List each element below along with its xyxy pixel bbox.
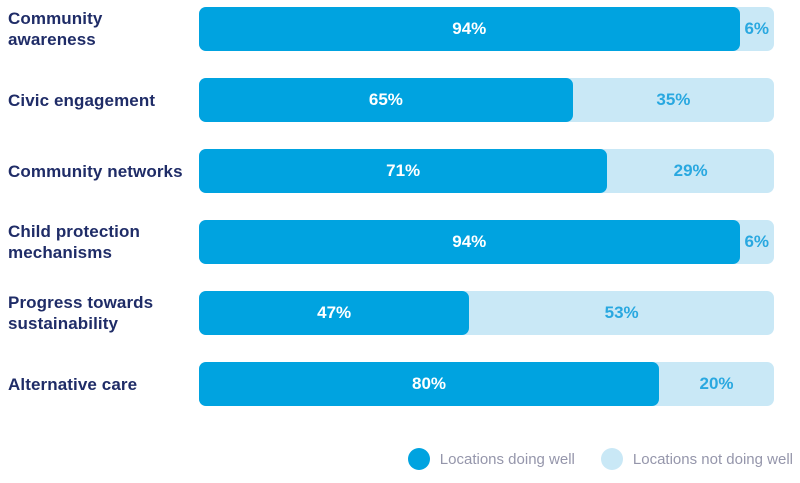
bar-segment-dark: 94% [199,220,740,264]
value-label-dark: 71% [386,161,421,180]
value-label-light: 6% [744,232,770,251]
bar-track: 65% 35% [199,78,774,122]
chart-row: Civic engagement 65% 35% [0,78,800,122]
bar-track: 47% 53% [199,291,774,335]
bar-segment-dark: 47% [199,291,470,335]
bar-track: 71% 29% [199,149,774,193]
legend-item-not-doing-well: Locations not doing well [600,448,793,470]
bar-track: 80% 20% [199,362,774,406]
category-label: Civic engagement [8,90,156,110]
bar-segment-dark: 94% [199,7,740,51]
bar-segment-dark: 80% [199,362,659,406]
chart-row: Child protection mechanisms 94% 6% [0,220,800,264]
category-label: Community networks [8,161,183,181]
category-label: Progress towards sustainability [8,293,154,333]
value-label-dark: 94% [452,232,487,251]
value-label-light: 29% [673,161,708,180]
bar-segment-dark: 65% [199,78,573,122]
category-label: Alternative care [8,374,138,394]
value-label-light: 35% [656,90,691,109]
chart-row: Progress towards sustainability 47% 53% [0,291,800,335]
legend-dot-dark-icon [407,448,430,470]
value-label-light: 53% [604,303,639,322]
category-label: Child protection mechanisms [8,222,140,262]
legend-label-not-doing-well: Locations not doing well [632,450,793,468]
legend: Locations doing well Locations not doing… [407,448,793,470]
legend-dot-light-icon [600,448,623,470]
chart-row: Community networks 71% 29% [0,149,800,193]
category-label: Community awareness [8,9,103,49]
value-label-dark: 94% [452,19,487,38]
chart-row: Alternative care 80% 20% [0,362,800,406]
bar-track: 94% 6% [199,220,774,264]
legend-item-doing-well: Locations doing well [407,448,575,470]
legend-label-doing-well: Locations doing well [439,450,575,468]
bar-segment-dark: 71% [199,149,608,193]
value-label-light: 6% [744,19,770,38]
chart-row: Community awareness 94% 6% [0,7,800,51]
bar-track: 94% 6% [199,7,774,51]
value-label-light: 20% [699,374,734,393]
value-label-dark: 80% [411,374,447,393]
value-label-dark: 65% [368,90,403,109]
value-label-dark: 47% [317,303,352,322]
